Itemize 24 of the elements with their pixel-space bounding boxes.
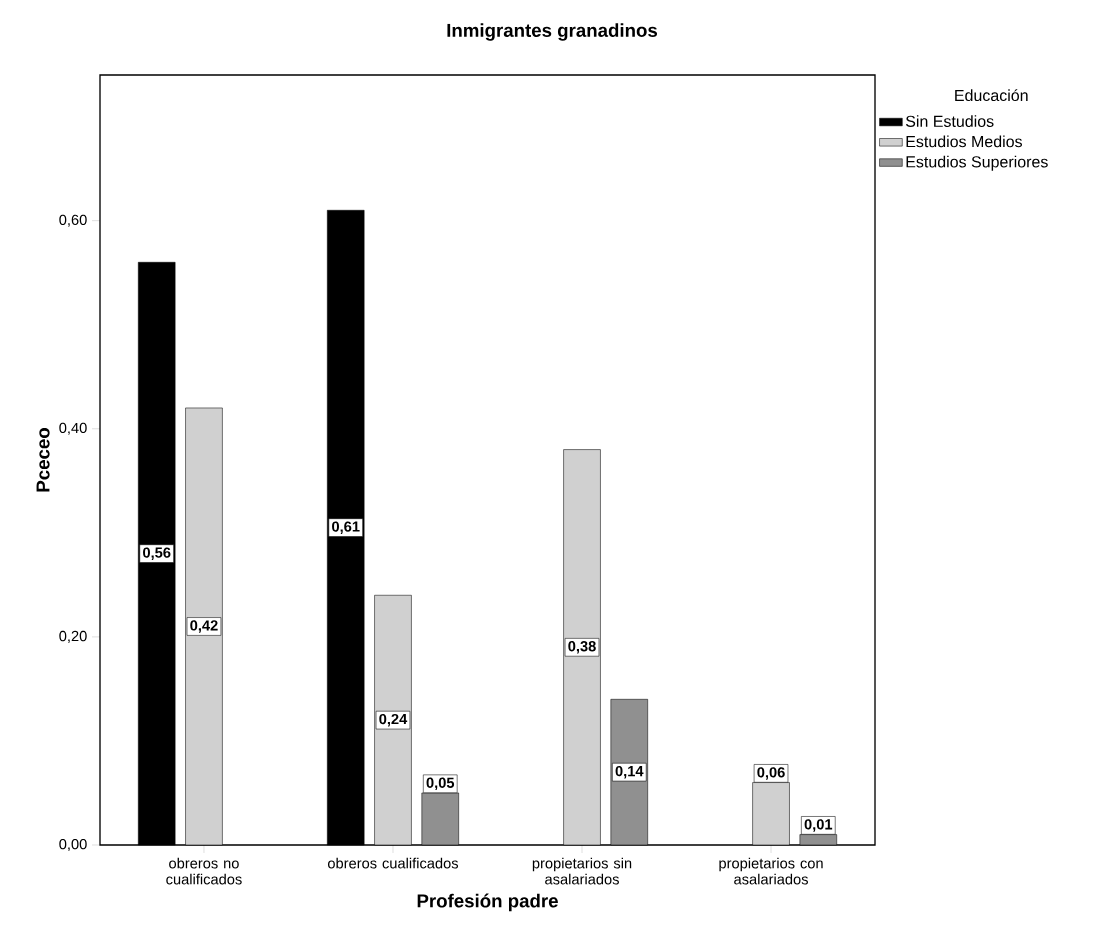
chart-title: Inmigrantes granadinos xyxy=(447,23,658,41)
data-label: 0,06 xyxy=(757,767,785,780)
legend-title: Educación xyxy=(955,89,1028,102)
data-label: 0,38 xyxy=(568,641,596,654)
y-tick-label: 0,20 xyxy=(59,630,87,643)
y-tick-label: 0,40 xyxy=(59,422,87,435)
x-tick-label: propietarios sin asalariados xyxy=(532,857,632,885)
y-tick-label: 0,60 xyxy=(59,214,87,227)
legend-label: Sin Estudios xyxy=(905,115,994,127)
data-label: 0,56 xyxy=(143,547,171,560)
data-label: 0,01 xyxy=(804,819,833,832)
data-label: 0,42 xyxy=(190,620,218,633)
data-label: 0,24 xyxy=(379,713,408,727)
data-label: 0,05 xyxy=(426,777,455,791)
x-tick-label: obreros no cualificados xyxy=(166,857,242,885)
y-tick-label: 0,00 xyxy=(59,838,87,852)
x-axis-title: Profesión padre xyxy=(417,893,558,912)
data-label: 0,61 xyxy=(332,521,360,534)
legend-label: Estudios Medios xyxy=(906,135,1023,148)
x-tick-label: propietarios con asalariados xyxy=(719,857,823,885)
legend-label: Estudios Superiores xyxy=(906,155,1048,171)
y-axis-title: Pceceo xyxy=(36,428,50,492)
data-label: 0,14 xyxy=(615,765,644,779)
x-tick-label: obreros cualificados xyxy=(327,857,459,869)
